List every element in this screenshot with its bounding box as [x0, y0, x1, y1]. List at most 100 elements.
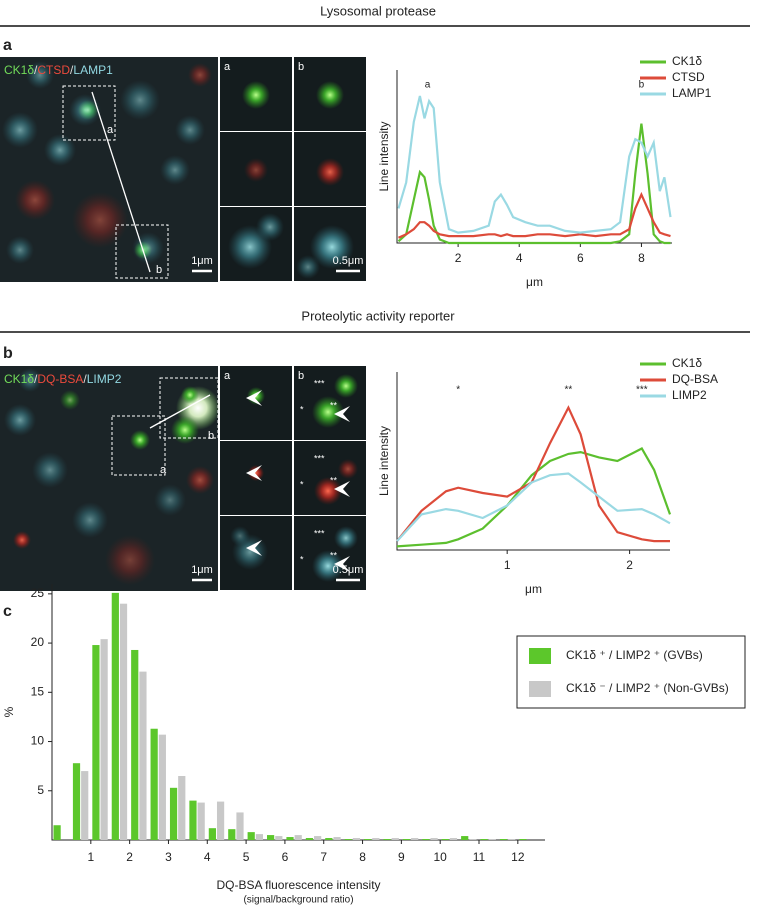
cell-blob [242, 81, 270, 109]
star: * [300, 479, 304, 489]
cell-blob [296, 255, 320, 279]
inset-marker: b [156, 264, 162, 276]
x-tick-label: 8 [638, 251, 645, 265]
cell-blob [171, 416, 199, 444]
bar [189, 800, 197, 840]
cell-blob [69, 94, 101, 126]
channel-label: CK1δ/DQ-BSA/LIMP2 [4, 372, 122, 386]
cell-blob [32, 452, 68, 488]
x-axis-label: μm [526, 275, 543, 289]
series-line [398, 191, 671, 239]
bar [461, 836, 469, 840]
channel-separator: / [34, 372, 38, 386]
bar [305, 838, 314, 840]
annotation: ** [564, 385, 572, 396]
bar [178, 776, 186, 840]
bar [158, 734, 166, 840]
x-tick-label: 6 [282, 850, 289, 864]
bar [372, 838, 380, 840]
bar [449, 838, 458, 840]
arrowhead [246, 390, 262, 406]
cell-blob [248, 465, 264, 481]
inset-marker: a [160, 464, 167, 476]
channel-name: LAMP1 [73, 63, 113, 77]
legend-box [516, 635, 746, 709]
cell-blob [316, 81, 344, 109]
cell-blob [60, 390, 80, 410]
cell-blob [160, 155, 190, 185]
channel-separator: / [70, 63, 74, 77]
cell-blob [181, 386, 199, 404]
bar [344, 839, 352, 840]
bar [286, 837, 294, 840]
cell-blob [334, 374, 358, 398]
arrowhead [334, 556, 350, 572]
bar [488, 839, 496, 840]
bar [411, 838, 419, 840]
bar [208, 828, 216, 840]
axis [51, 584, 545, 841]
cell-blob [72, 192, 128, 248]
annotation: a [425, 80, 431, 91]
bar [441, 839, 449, 840]
cell-blob [316, 158, 344, 186]
bar [216, 801, 225, 840]
channel-name: CK1δ [4, 63, 34, 77]
x-tick-label: 2 [455, 251, 462, 265]
star: ** [330, 475, 338, 485]
inset-title: a [224, 61, 231, 73]
bar [267, 835, 275, 840]
cell-blob [105, 535, 155, 585]
series-line [396, 447, 672, 548]
x-tick-label: 4 [204, 850, 211, 864]
x-tick-label: 9 [398, 850, 405, 864]
cell-blob [154, 484, 186, 516]
x-tick-label: 5 [243, 850, 250, 864]
bar [255, 834, 264, 840]
bar [519, 839, 527, 840]
section-title: Lysosomal protease [320, 3, 436, 18]
legend-label: LIMP2 [672, 388, 707, 402]
x-tick-label: 1 [87, 850, 94, 864]
legend-label: CK1δ [672, 54, 702, 68]
panel-label: a [3, 37, 12, 54]
bar [508, 839, 516, 840]
arrowhead [334, 481, 350, 497]
x-tick-label: 8 [359, 850, 366, 864]
line-scan [91, 91, 151, 273]
cell-blob [312, 550, 344, 582]
arrowhead [334, 406, 350, 422]
bar [53, 825, 61, 840]
x-tick-label: 6 [577, 251, 584, 265]
cell-blob [188, 63, 212, 87]
inset-box [111, 415, 166, 476]
inset-title: b [298, 61, 304, 73]
y-axis-label: Line intensity [377, 426, 391, 496]
scale-label: 1μm [191, 564, 213, 576]
scale-label: 1μm [191, 255, 213, 267]
y-tick-label: 5 [37, 783, 44, 797]
star: * [300, 554, 304, 564]
cell-blob [4, 404, 36, 436]
channel-name: LIMP2 [87, 372, 122, 386]
star: ** [330, 550, 338, 560]
y-tick-label: 15 [31, 684, 45, 698]
bar [72, 763, 81, 840]
star: * [300, 404, 304, 414]
channel-separator: / [83, 372, 87, 386]
cell-blob [6, 236, 34, 264]
bar [294, 835, 302, 840]
star: *** [314, 453, 325, 463]
bar [139, 671, 147, 840]
x-tick-label: 7 [320, 850, 327, 864]
star: *** [314, 528, 325, 538]
cell-blob [244, 158, 268, 182]
x-tick-label: 12 [511, 850, 525, 864]
axis [396, 372, 670, 551]
bar [469, 839, 477, 840]
bar [81, 771, 89, 840]
bar [383, 839, 391, 840]
x-axis-sublabel: (signal/background ratio) [243, 895, 353, 906]
cell-blob [312, 396, 344, 428]
cell-blob [338, 459, 358, 479]
